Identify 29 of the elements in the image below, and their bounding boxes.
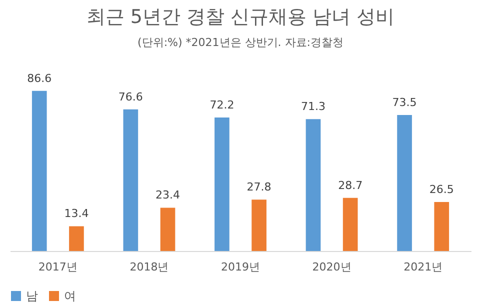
bar: [69, 226, 84, 251]
data-label: 26.5: [429, 182, 454, 196]
data-label: 27.8: [246, 180, 272, 194]
x-tick-label: 2020년: [312, 260, 352, 274]
bar: [306, 119, 321, 251]
data-label: 76.6: [118, 90, 143, 104]
chart-title: 최근 5년간 경찰 신규채용 남녀 성비: [86, 6, 395, 28]
bar: [214, 117, 230, 251]
x-tick-label: 2018년: [130, 260, 169, 274]
bar: [160, 208, 176, 251]
bar: [252, 200, 266, 251]
chart-subtitle: (단위:%) *2021년은 상반기. 자료:경찰청: [138, 36, 344, 49]
data-label: 28.7: [338, 178, 363, 192]
bar: [397, 115, 412, 251]
bar: [342, 198, 358, 251]
bar: [32, 90, 47, 251]
data-label: 13.4: [64, 207, 89, 220]
data-label: 72.2: [210, 98, 234, 112]
data-label: 86.6: [27, 72, 52, 85]
data-label: 73.5: [392, 96, 417, 110]
bar: [123, 109, 138, 251]
bar: [434, 202, 450, 251]
x-tick-label: 2021년: [404, 260, 443, 274]
data-label: 71.3: [300, 100, 326, 114]
legend-label: 여: [64, 289, 76, 303]
x-tick-label: 2019년: [221, 260, 260, 274]
x-tick-label: 2017년: [38, 260, 78, 274]
data-label: 23.4: [156, 188, 180, 202]
legend-label: 남: [26, 289, 38, 303]
